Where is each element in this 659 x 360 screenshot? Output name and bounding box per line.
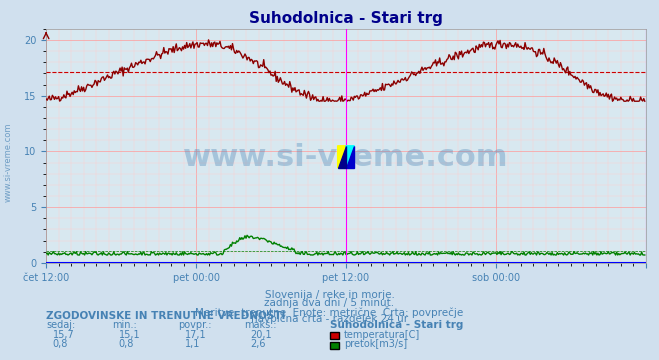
Text: 15,7: 15,7 [53,330,74,340]
Text: temperatura[C]: temperatura[C] [344,330,420,340]
Text: 0,8: 0,8 [53,339,68,350]
Polygon shape [346,146,355,168]
Text: Slovenija / reke in morje.: Slovenija / reke in morje. [264,290,395,300]
Polygon shape [337,146,346,168]
Text: ZGODOVINSKE IN TRENUTNE VREDNOSTI: ZGODOVINSKE IN TRENUTNE VREDNOSTI [46,311,285,321]
Text: zadnja dva dni / 5 minut.: zadnja dva dni / 5 minut. [264,298,395,308]
Text: maks.:: maks.: [244,320,276,330]
Text: povpr.:: povpr.: [178,320,212,330]
Text: navpična črta - razdelek 24 ur: navpična črta - razdelek 24 ur [251,314,408,324]
Text: 15,1: 15,1 [119,330,140,340]
Text: 20,1: 20,1 [250,330,272,340]
Text: Meritve: trenutne  Enote: metrične  Črta: povprečje: Meritve: trenutne Enote: metrične Črta: … [195,306,464,318]
Text: 2,6: 2,6 [250,339,266,350]
Polygon shape [337,146,346,168]
Text: 0,8: 0,8 [119,339,134,350]
Text: 17,1: 17,1 [185,330,206,340]
Title: Suhodolnica - Stari trg: Suhodolnica - Stari trg [249,11,443,26]
Text: www.si-vreme.com: www.si-vreme.com [3,122,13,202]
Text: www.si-vreme.com: www.si-vreme.com [183,143,509,172]
Text: sedaj:: sedaj: [46,320,75,330]
Text: 1,1: 1,1 [185,339,200,350]
Polygon shape [346,146,355,168]
Text: Suhodolnica - Stari trg: Suhodolnica - Stari trg [330,320,463,330]
Text: pretok[m3/s]: pretok[m3/s] [344,339,407,350]
Text: min.:: min.: [112,320,137,330]
